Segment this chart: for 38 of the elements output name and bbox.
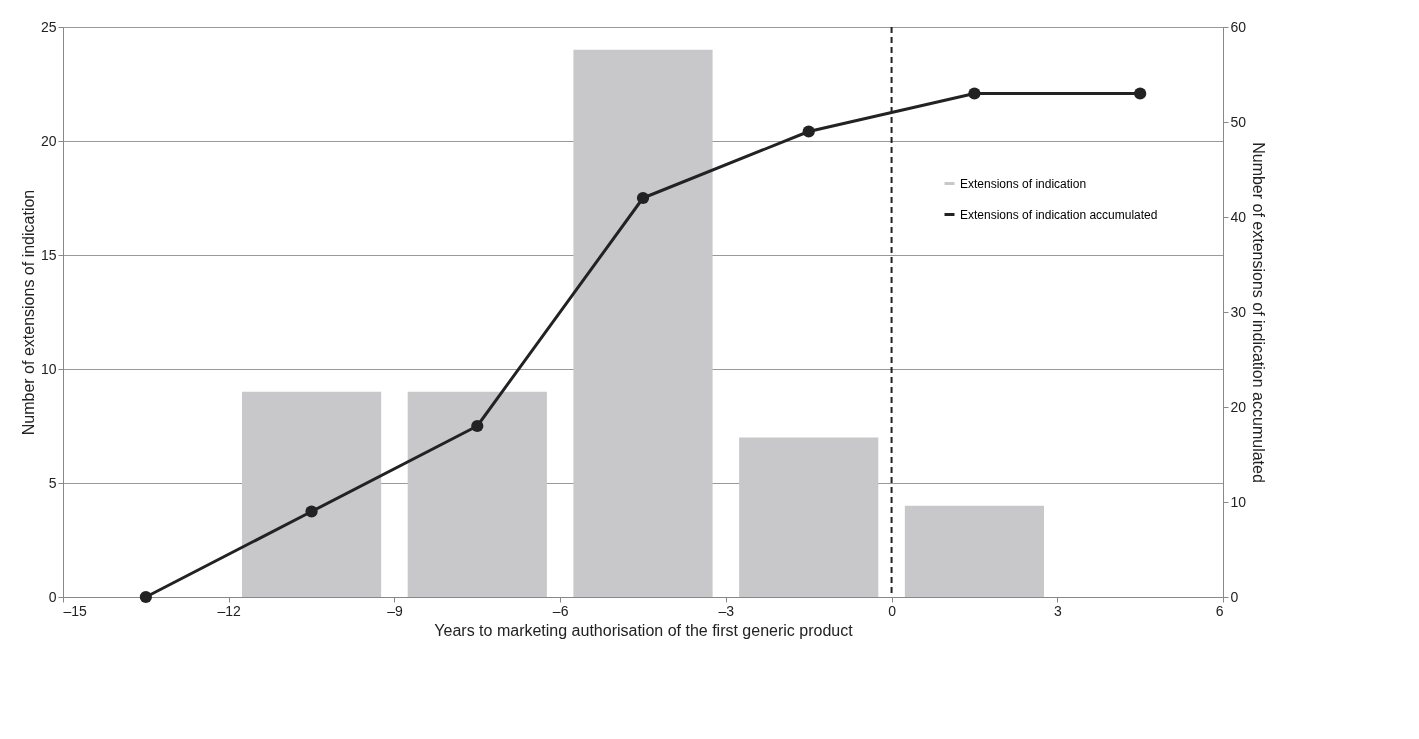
bar: [739, 437, 879, 597]
point: [139, 590, 152, 604]
y-tick-label: 0: [48, 588, 57, 605]
y2-tick-label: 60: [1230, 18, 1247, 35]
x-tick-label: –9: [387, 602, 403, 619]
legend-label: Extensions of indication accumulated: [960, 207, 1158, 222]
bar: [573, 49, 713, 597]
y2-axis-title: Number of extensions of indication accumulated: [1250, 142, 1268, 483]
x-axis-title: Years to marketing authorisation of the first generic product: [434, 621, 854, 639]
y-axis-title: Number of extensions of indication: [19, 189, 37, 436]
point: [1134, 87, 1147, 100]
x-tick-label: –6: [552, 602, 569, 619]
y-tick-label: 25: [40, 18, 57, 35]
x-tick-label: –3: [718, 602, 735, 619]
y2-tick-label: 20: [1230, 398, 1247, 415]
y2-tick-label: 30: [1230, 303, 1247, 320]
y-tick-label: 5: [48, 474, 57, 491]
x-tick-label: 3: [1053, 602, 1062, 619]
point: [471, 419, 484, 433]
x-tick-label: 6: [1215, 602, 1224, 619]
y2-tick-label: 40: [1230, 208, 1247, 225]
point: [802, 125, 815, 138]
point: [968, 87, 981, 100]
y-tick-label: 20: [40, 132, 57, 149]
legend-label: Extensions of indication: [960, 176, 1087, 191]
x-tick-label: –15: [63, 602, 88, 619]
bar: [904, 505, 1045, 597]
y2-tick-label: 0: [1230, 588, 1239, 605]
x-tick-label: 0: [888, 602, 897, 619]
bar: [407, 391, 547, 597]
bar: [241, 391, 382, 597]
x-tick-label: –12: [217, 602, 242, 619]
y2-tick-label: 50: [1230, 113, 1247, 130]
y-tick-label: 15: [40, 246, 57, 263]
y2-tick-label: 10: [1230, 493, 1247, 510]
y-tick-label: 10: [40, 360, 57, 377]
point: [636, 191, 650, 205]
point: [305, 505, 318, 518]
